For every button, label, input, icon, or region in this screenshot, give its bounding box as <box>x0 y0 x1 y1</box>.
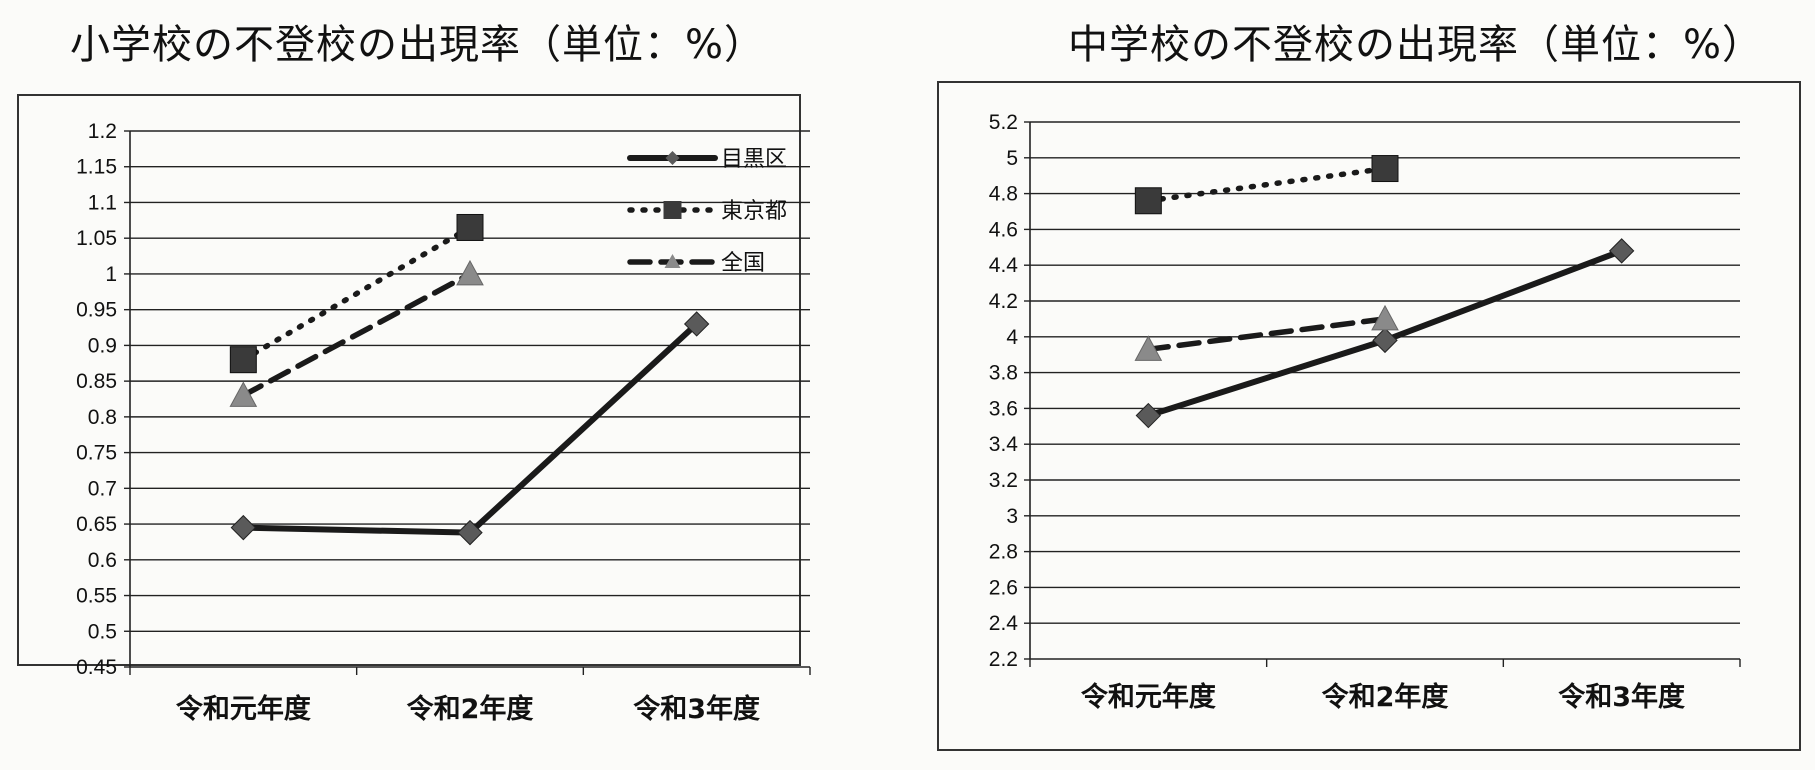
y-tick-label: 2.4 <box>989 612 1019 635</box>
y-tick-label: 1 <box>105 263 117 286</box>
y-tick-label: 0.9 <box>88 334 117 357</box>
series-line <box>240 271 473 399</box>
y-tick-label: 4 <box>1006 326 1018 349</box>
data-point <box>1372 327 1398 354</box>
data-point <box>230 514 257 541</box>
y-tick-label: 0.95 <box>76 299 117 322</box>
series-全国 <box>1134 304 1399 361</box>
chart-frame <box>937 81 1801 751</box>
series-目黒区 <box>1135 238 1635 429</box>
y-tick-label: 3.2 <box>989 469 1018 492</box>
y-tick-label: 0.85 <box>76 370 117 393</box>
legend-label: 目黒区 <box>721 147 787 172</box>
category-label: 令和元年度 <box>176 693 311 725</box>
series-line <box>240 320 700 536</box>
y-tick-label: 0.45 <box>76 656 117 679</box>
chart-title-elementary: 小学校の不登校の出現率（単位：%） <box>70 22 766 68</box>
y-tick-label: 0.8 <box>88 406 117 429</box>
y-tick-label: 4.6 <box>989 218 1018 241</box>
y-tick-label: 1.15 <box>76 156 117 179</box>
series-全国 <box>229 259 484 407</box>
y-tick-label: 0.55 <box>76 585 117 608</box>
y-tick-label: 2.6 <box>989 576 1018 599</box>
data-point <box>1135 402 1162 429</box>
legend-marker <box>664 254 681 268</box>
category-label: 令和元年度 <box>1081 681 1216 713</box>
y-tick-label: 3 <box>1006 505 1018 528</box>
data-point <box>1134 335 1163 361</box>
series-line <box>1145 316 1388 353</box>
y-tick-label: 1.2 <box>88 120 117 143</box>
category-label: 令和2年度 <box>1322 681 1449 713</box>
legend-marker <box>665 151 680 165</box>
y-tick-label: 0.75 <box>76 442 117 465</box>
series-東京都 <box>1134 155 1399 215</box>
data-point <box>1608 238 1635 264</box>
y-tick-label: 4.4 <box>989 254 1019 277</box>
category-label: 令和3年度 <box>1558 681 1685 713</box>
y-tick-label: 0.6 <box>88 549 117 572</box>
series-line <box>1145 165 1388 204</box>
legend-marker <box>663 201 682 219</box>
data-point <box>1134 187 1162 215</box>
legend-label: 全国 <box>721 251 765 276</box>
y-tick-label: 2.2 <box>989 648 1018 671</box>
y-tick-label: 3.6 <box>989 397 1018 420</box>
chart-title-junior-high: 中学校の不登校の出現率（単位：%） <box>1068 22 1764 68</box>
chart-junior-high: 2.2 2.4 2.6 2.8 3 3.2 3.4 3.6 3.8 4 4.2 4.4 4.6 4.8 5 5… <box>937 81 1801 751</box>
data-point <box>1371 304 1399 331</box>
series-東京都 <box>229 213 484 374</box>
chart-frame <box>17 94 801 666</box>
y-tick-label: 5.2 <box>989 111 1018 134</box>
y-tick-label: 0.5 <box>88 620 117 643</box>
y-tick-label: 0.65 <box>76 513 117 536</box>
y-tick-label: 0.7 <box>88 477 117 500</box>
data-point <box>457 519 483 546</box>
y-tick-label: 4.2 <box>989 290 1018 313</box>
y-tick-label: 3.8 <box>989 362 1018 385</box>
series-line <box>240 224 473 363</box>
data-point <box>229 346 257 374</box>
y-tick-label: 3.4 <box>989 433 1019 456</box>
legend-label: 東京都 <box>721 199 787 224</box>
y-tick-label: 2.8 <box>989 541 1018 564</box>
data-point <box>456 259 484 286</box>
data-point <box>229 381 258 407</box>
y-tick-label: 1.05 <box>76 227 117 250</box>
series-目黒区 <box>230 311 710 546</box>
data-point <box>1371 155 1399 183</box>
chart-elementary: 0.45 0.5 0.55 0.6 0.65 0.7 0.75 0.8 0.85 0.9 0.95 1… <box>17 94 811 725</box>
y-tick-label: 1.1 <box>88 191 117 214</box>
data-point <box>683 311 710 337</box>
data-point <box>456 213 484 241</box>
category-label: 令和3年度 <box>633 693 760 725</box>
category-label: 令和2年度 <box>407 693 534 725</box>
y-tick-label: 4.8 <box>989 183 1018 206</box>
y-tick-label: 5 <box>1006 147 1018 170</box>
